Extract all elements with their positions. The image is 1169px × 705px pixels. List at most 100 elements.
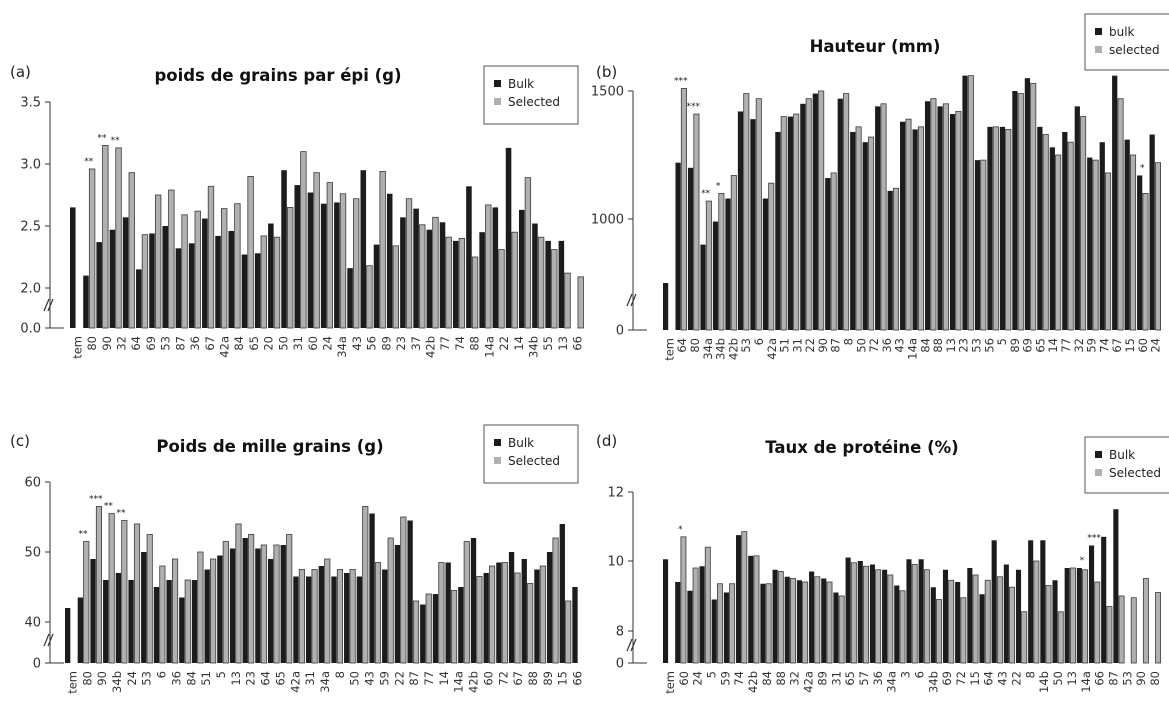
legend-box [483, 424, 579, 484]
x-tick-label: 14a [482, 336, 496, 358]
bar-selected [565, 600, 572, 664]
bar-selected [537, 236, 545, 329]
bar-selected [220, 208, 228, 329]
legend: Bulk Selected [1084, 436, 1169, 494]
x-tick-label: 90 [95, 671, 109, 686]
x-tick-label: 60 [481, 671, 495, 686]
x-tick-label: 8 [1023, 671, 1037, 678]
bar-selected [326, 182, 333, 329]
bar-bulk [188, 243, 195, 328]
x-tick-label: 69 [1021, 338, 1035, 353]
bar-bulk [1101, 536, 1107, 663]
x-tick-label: 66 [571, 336, 585, 351]
bar-bulk [736, 535, 742, 664]
bar-bulk [496, 562, 502, 663]
legend-swatch-selected [494, 457, 501, 464]
bar-bulk [675, 162, 681, 330]
bar-bulk [1064, 568, 1070, 663]
bar-bulk [825, 178, 831, 330]
bar-bulk [347, 268, 353, 328]
bar-selected [967, 75, 974, 331]
bar-selected [273, 544, 280, 664]
x-tick-label: 8 [333, 671, 347, 678]
bar-selected [471, 256, 479, 329]
bar-selected [980, 159, 987, 331]
bar-bulk [955, 582, 961, 663]
x-tick-label: 84 [760, 671, 774, 686]
bar-selected [704, 546, 711, 664]
x-tick-label: 22 [497, 336, 511, 351]
x-tick-label: 34a [885, 671, 899, 693]
x-tick-label: 64 [129, 336, 143, 351]
x-tick-label: 31 [829, 671, 843, 686]
bar-bulk [837, 98, 843, 331]
bar-selected [438, 562, 445, 664]
x-tick-label: 13 [1065, 671, 1079, 686]
x-tick-label: 77 [422, 671, 436, 686]
chart-panel-a: (a) poids de grains par épi (g) 0.0 2.0 2.5 3… [10, 63, 585, 359]
bar-bulk [675, 582, 681, 663]
x-tick-label: 24 [125, 671, 139, 686]
bar-selected [102, 144, 109, 329]
bar-selected [830, 172, 837, 331]
legend-swatch-bulk [1095, 28, 1102, 35]
bar-bulk [845, 557, 851, 663]
x-tick-label: 42b [424, 336, 438, 358]
bar-bulk [242, 538, 248, 663]
panel-letter: (d) [596, 432, 617, 450]
bar-selected [1005, 128, 1012, 331]
x-tick-label: 69 [940, 671, 954, 686]
bar-bulk [784, 576, 790, 663]
x-tick-label: 24 [1149, 338, 1163, 353]
bar-bulk [373, 244, 380, 328]
x-tick-label: 5 [995, 338, 1009, 345]
bar-selected [1106, 606, 1113, 664]
bar-selected [379, 171, 386, 329]
legend: bulk selected [1084, 13, 1169, 71]
x-tick-label: 87 [407, 671, 421, 686]
x-tick-label: 50 [1051, 671, 1065, 686]
significance-label: ** [84, 157, 94, 167]
x-tick-label: 87 [1106, 671, 1120, 686]
bar-selected [753, 555, 760, 664]
bar-selected [248, 534, 255, 664]
bar-bulk [96, 242, 102, 328]
x-tick-label: 53 [739, 338, 753, 353]
bar-selected [1042, 134, 1049, 331]
bar-selected [425, 593, 432, 664]
x-tick-label: 60 [1136, 338, 1150, 353]
bar-bulk [1003, 564, 1009, 663]
significance-label: ** [79, 530, 89, 540]
x-tick-label: 42b [746, 671, 760, 693]
bar-bulk [458, 587, 464, 663]
x-tick-label: 74 [1097, 338, 1111, 353]
bar-selected [83, 541, 90, 664]
bar-selected [362, 506, 369, 664]
bar-selected [917, 126, 924, 331]
bar-selected [514, 572, 521, 664]
legend-label-selected: Selected [508, 95, 560, 109]
bar-selected [680, 88, 687, 331]
bar-bulk [1015, 569, 1022, 663]
bar-selected [1130, 597, 1137, 664]
x-tick-label: 14 [437, 671, 451, 686]
bar-bulk [149, 233, 155, 328]
x-tick-label: 42a [288, 671, 302, 693]
bar-bulk [967, 568, 973, 663]
x-tick-label: 59 [718, 671, 732, 686]
x-tick-label: 90 [1134, 671, 1148, 686]
bar-bulk [369, 513, 375, 663]
x-tick-label: 89 [541, 671, 555, 686]
bar-selected [1154, 162, 1161, 331]
significance-label: * [1140, 163, 1145, 173]
x-tick-label: 84 [918, 338, 932, 353]
bar-selected [992, 126, 999, 331]
x-tick-label: 88 [931, 338, 945, 353]
x-tick-label: 88 [526, 671, 540, 686]
bar-bulk [1113, 509, 1119, 663]
x-tick-label: 22 [392, 671, 406, 686]
bar-selected [863, 565, 869, 664]
x-tick-label: 15 [968, 671, 982, 686]
bar-bulk [723, 592, 729, 663]
bar-bulk [875, 106, 881, 330]
